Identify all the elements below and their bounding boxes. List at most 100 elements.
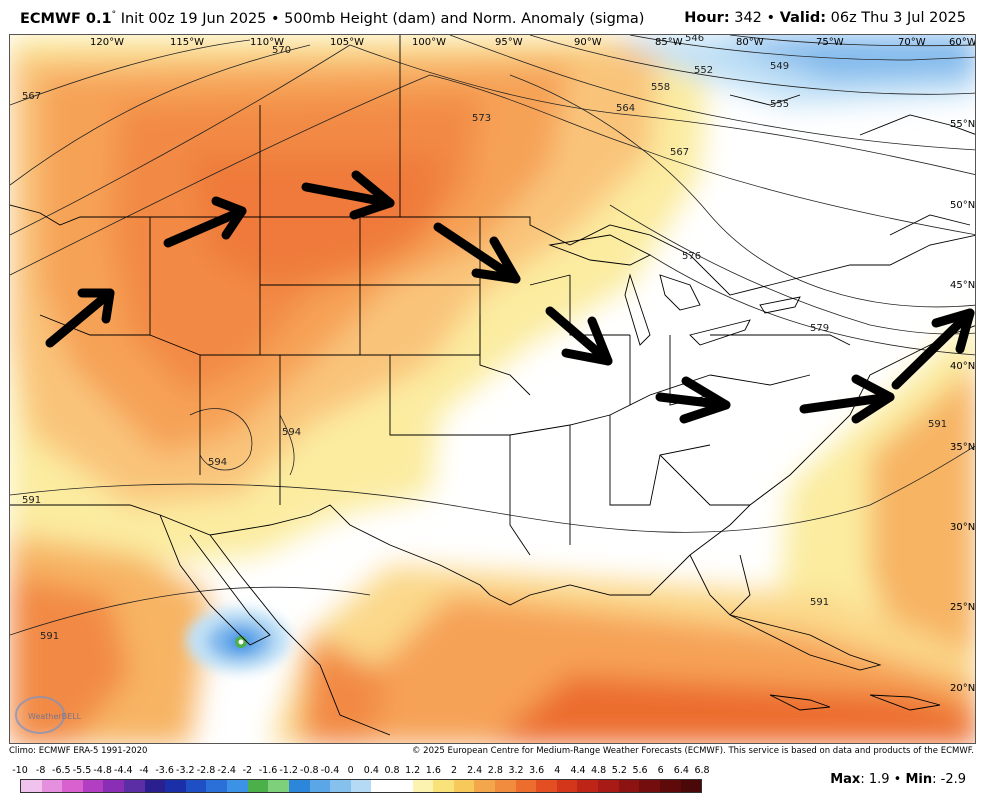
colorbar-swatch: [659, 780, 681, 792]
colorbar-swatch: [391, 780, 413, 792]
colorbar-tick-label: 1.2: [405, 765, 421, 776]
degree-symbol: °: [111, 10, 117, 20]
colorbar-swatch: [453, 780, 475, 792]
colorbar-swatch: [165, 780, 186, 792]
watermark-text: WeatherBELL: [28, 712, 82, 721]
lon-label-7: 85°W: [655, 37, 683, 48]
min-value: : -2.9: [932, 772, 966, 787]
colorbar-tick-label: -2.8: [196, 765, 216, 776]
colorbar-swatch: [412, 780, 434, 792]
colorbar-tick-label: 6: [657, 765, 664, 776]
flow-arrow-8: [891, 308, 975, 390]
colorbar-swatch: [577, 780, 599, 792]
colorbar-tick-label: -10: [12, 765, 28, 776]
max-min-stats: Max: 1.9 • Min: -2.9: [830, 772, 966, 787]
lon-label-9: 75°W: [816, 37, 844, 48]
colorbar-swatch: [556, 780, 578, 792]
colorbar-tick-label: 4: [554, 765, 561, 776]
colorbar-swatch: [41, 780, 63, 792]
colorbar-tick-label: -5.5: [72, 765, 92, 776]
lon-label-1: 115°W: [170, 37, 204, 48]
colorbar-swatch: [144, 780, 166, 792]
colorbar-tick-label: 5.6: [632, 765, 648, 776]
colorbar-tick-label: 4.8: [591, 765, 607, 776]
header: ECMWF 0.1° Init 00z 19 Jun 2025 • 500mb …: [0, 0, 984, 34]
contour-label-576: 576: [682, 251, 701, 262]
colorbar-tick-label: -1.6: [258, 765, 278, 776]
colorbar-swatch: [433, 780, 454, 792]
colorbar-tick-label: -8: [35, 765, 46, 776]
lon-label-10: 70°W: [898, 37, 926, 48]
colorbar-tick-label: 6.4: [673, 765, 689, 776]
contour-label-594b: 594: [282, 427, 301, 438]
colorbar-swatch: [103, 780, 125, 792]
init-text: Init 00z 19 Jun 2025 • 500mb Height (dam…: [116, 10, 645, 27]
colorbar-tick-label: 1.6: [425, 765, 441, 776]
copyright-note: © 2025 European Centre for Medium-Range …: [411, 746, 974, 756]
lon-label-4: 100°W: [412, 37, 446, 48]
contour-label-573: 573: [472, 113, 491, 124]
colorbar-swatch: [680, 780, 702, 792]
lon-label-6: 90°W: [574, 37, 602, 48]
lon-label-8: 80°W: [736, 37, 764, 48]
lat-label-3: 40°N: [950, 361, 975, 372]
colorbar-swatch: [618, 780, 640, 792]
colorbar-swatch: [247, 780, 269, 792]
contour-label-579: 579: [810, 323, 829, 334]
valid-value: 06z Thu 3 Jul 2025: [826, 10, 966, 26]
contour-label-546: 546: [685, 35, 704, 44]
height-contours: [10, 35, 975, 636]
contour-label-567a: 567: [22, 91, 41, 102]
colorbar-swatch: [309, 780, 331, 792]
flow-arrow-1: [45, 288, 115, 348]
colorbar-swatch: [474, 780, 496, 792]
colorbar-swatch: [185, 780, 207, 792]
colorbar-swatch: [124, 780, 145, 792]
colorbar-tick-label: -4: [139, 765, 149, 776]
valid-label: Valid:: [779, 10, 827, 26]
flow-arrow-4: [433, 222, 521, 284]
contour-label-591b: 591: [40, 631, 59, 642]
anomaly-shading: [10, 35, 975, 743]
colorbar-tick-label: -4.8: [93, 765, 112, 776]
colorbar-tick-label: 2: [450, 765, 458, 776]
colorbar-swatch: [268, 780, 289, 792]
contour-label-555: 555: [770, 99, 789, 110]
lat-label-5: 30°N: [950, 522, 975, 533]
model-name: ECMWF 0.1: [20, 10, 112, 27]
lon-label-11: 60°W: [949, 37, 976, 48]
lon-label-5: 95°W: [495, 37, 523, 48]
colorbar-swatch: [82, 780, 104, 792]
colorbar-tick-label: 5.2: [611, 765, 627, 776]
colorbar-tick-label: -2: [242, 765, 253, 776]
colorbar-tick-label: -0.4: [320, 765, 340, 776]
colorbar-swatch: [227, 780, 248, 792]
colorbar-swatch: [350, 780, 372, 792]
colorbar-tick-label: 3.2: [508, 765, 524, 776]
lat-label-7: 20°N: [950, 683, 975, 694]
lat-label-4: 35°N: [950, 442, 975, 453]
colorbar-tick-label: -3.2: [176, 765, 195, 776]
longitude-labels: 120°W 115°W 110°W 105°W 100°W 95°W 90°W …: [90, 37, 976, 48]
flow-arrow-2: [163, 196, 247, 248]
contour-label-594a: 594: [208, 457, 227, 468]
flow-arrow-3: [301, 170, 395, 220]
flow-arrow-6: [655, 376, 731, 424]
contour-label-591a: 591: [22, 495, 41, 506]
flow-arrow-5: [545, 306, 613, 366]
colorbar: [20, 779, 702, 793]
colorbar-tick-label: 0.4: [363, 765, 379, 776]
colorbar-swatch: [639, 780, 660, 792]
flow-arrow-7: [799, 374, 895, 424]
colorbar-swatch: [371, 780, 392, 792]
colorbar-tick-label: -2.4: [217, 765, 236, 776]
colorbar-swatch: [21, 780, 42, 792]
colorbar-tick-label: 2.8: [487, 765, 503, 776]
contour-labels: 546 549 552 555 558 564 567 567 570 573 …: [22, 35, 947, 642]
min-label: Min: [905, 772, 933, 787]
colorbar-tick-label: -4.4: [114, 765, 133, 776]
colorbar-swatch: [206, 780, 228, 792]
borders: [10, 35, 975, 736]
contour-label-591c: 591: [928, 419, 947, 430]
latitude-labels: 55°N 50°N 45°N 40°N 35°N 30°N 25°N 20°N: [950, 119, 975, 694]
